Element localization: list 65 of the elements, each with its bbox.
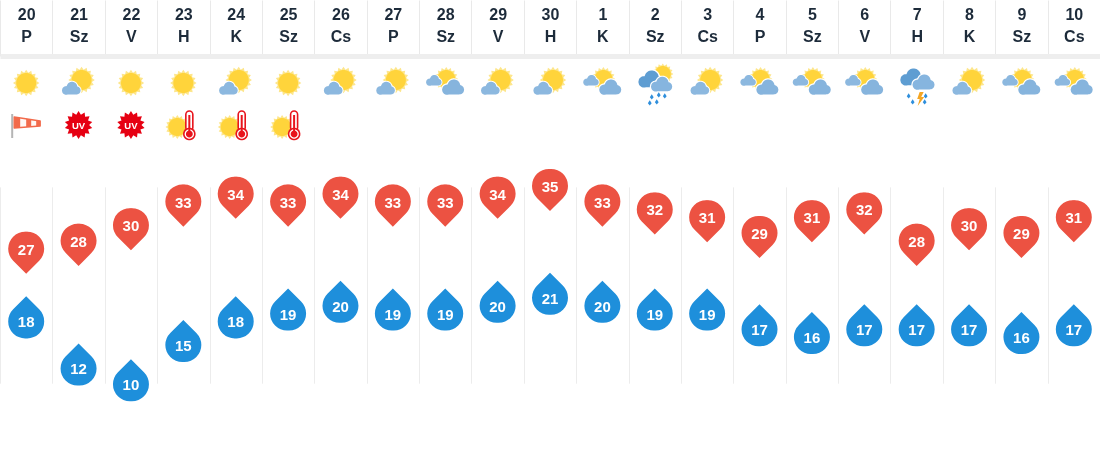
data-label: 31 — [803, 209, 821, 227]
data-label: 34 — [332, 185, 350, 203]
x-tick-label: 22 V — [122, 5, 141, 45]
data-label: 17 — [855, 321, 873, 339]
x-tick-label: 20 P — [17, 5, 36, 45]
data-label: 34 — [489, 185, 507, 203]
x-tick-label: 1 K — [597, 5, 610, 45]
data-label: 29 — [751, 225, 768, 242]
data-label: 31 — [698, 209, 716, 227]
data-label: 33 — [174, 193, 192, 211]
data-label: 30 — [960, 217, 978, 235]
data-label: 19 — [646, 305, 664, 323]
x-tick-label: 21 Sz — [69, 5, 89, 45]
x-tick-label: 9 Sz — [1012, 5, 1032, 45]
x-tick-label: 27 P — [384, 5, 403, 45]
data-label: 16 — [1013, 329, 1030, 347]
data-label: 20 — [489, 297, 506, 315]
data-label: 33 — [384, 193, 402, 211]
data-label: 28 — [908, 232, 926, 250]
data-label: 34 — [227, 185, 245, 203]
data-label: 33 — [279, 193, 297, 211]
data-label: 30 — [122, 217, 140, 235]
data-label: 18 — [227, 313, 245, 331]
x-tick-label: 3 Cs — [697, 5, 718, 45]
x-tick-label: 23 H — [174, 5, 193, 45]
x-tick-label: 24 K — [227, 5, 246, 45]
x-tick-label: 29 V — [489, 5, 508, 45]
data-label: 28 — [70, 232, 87, 250]
x-tick-label: 25 Sz — [279, 5, 298, 45]
data-label: 32 — [855, 201, 873, 219]
data-label: 16 — [803, 329, 821, 347]
data-label: 32 — [646, 201, 664, 219]
x-tick-label: 5 Sz — [803, 5, 822, 45]
x-tick-label: 6 V — [859, 5, 871, 45]
data-label: 33 — [594, 193, 611, 211]
data-label: 17 — [1065, 321, 1083, 339]
x-tick-label: 7 H — [911, 5, 923, 45]
data-label: 19 — [384, 305, 402, 323]
x-tick-label: 26 Cs — [330, 5, 352, 45]
data-label: 29 — [1013, 225, 1030, 242]
x-tick-label: 28 Sz — [436, 5, 456, 45]
data-label: 27 — [17, 240, 35, 258]
x-tick-label: 10 Cs — [1064, 5, 1085, 45]
data-label: 15 — [174, 336, 192, 354]
data-label: 20 — [594, 297, 611, 315]
data-label: 17 — [751, 321, 768, 339]
data-label: 10 — [122, 376, 140, 394]
data-label: 19 — [436, 305, 454, 323]
data-label: 31 — [1065, 209, 1083, 227]
data-label: 12 — [70, 360, 87, 378]
data-label: 33 — [436, 193, 454, 211]
data-label: 20 — [332, 297, 349, 315]
data-label: 19 — [698, 305, 716, 323]
data-label: 35 — [541, 177, 559, 195]
x-tick-label: 4 P — [754, 5, 766, 45]
data-label: 18 — [17, 313, 35, 331]
data-label: 17 — [960, 321, 978, 339]
x-tick-label: 30 H — [541, 5, 560, 45]
data-label: 21 — [541, 289, 559, 307]
data-label: 17 — [908, 321, 926, 339]
x-tick-label: 8 K — [963, 5, 976, 45]
uv-icon: UV — [64, 111, 93, 139]
uv-icon: UV — [117, 111, 145, 139]
data-label: 19 — [279, 305, 297, 323]
x-tick-label: 2 Sz — [645, 5, 665, 45]
